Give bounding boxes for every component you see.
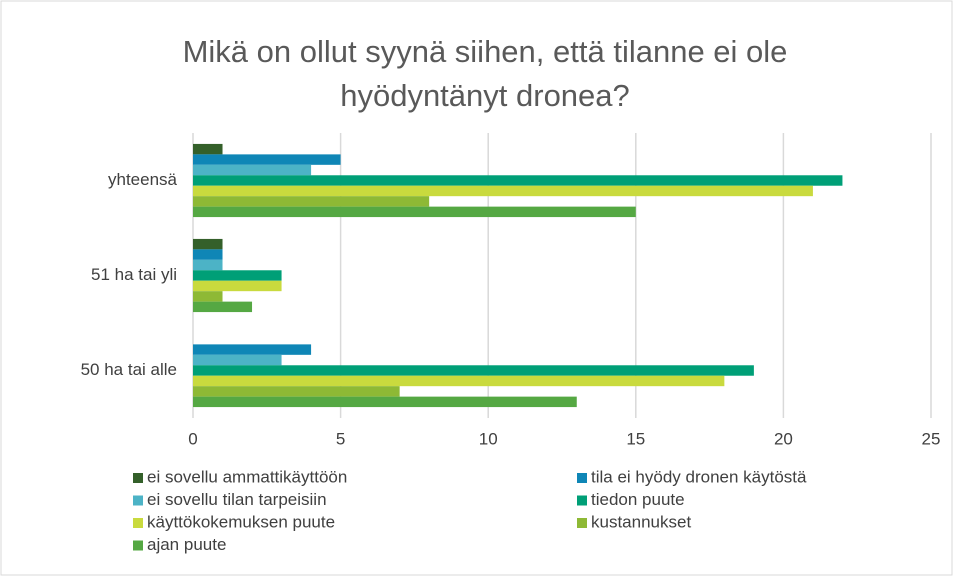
bar	[193, 196, 430, 207]
y-tick-label: yhteensä	[108, 170, 178, 189]
legend-swatch	[577, 495, 587, 506]
y-tick-label: 50 ha tai alle	[81, 360, 177, 379]
legend-label: ei sovellu tilan tarpeisiin	[147, 490, 327, 509]
bar	[193, 396, 577, 408]
bar	[193, 301, 253, 313]
bar	[193, 280, 282, 292]
legend-swatch	[133, 495, 143, 506]
legend-swatch	[133, 540, 143, 551]
bar	[193, 375, 725, 387]
bar	[193, 291, 223, 302]
bar	[193, 164, 312, 176]
x-tick-label: 15	[626, 429, 645, 448]
x-tick-label: 20	[774, 429, 793, 448]
bar	[193, 365, 754, 376]
x-tick-label: 0	[188, 429, 197, 448]
bar	[193, 154, 341, 165]
bar	[193, 238, 223, 250]
chart-title: Mikä on ollut syynä siihen, että tilanne…	[182, 34, 788, 113]
legend-swatch	[133, 518, 143, 528]
legend-swatch	[577, 518, 587, 528]
legend-label: tila ei hyödy dronen käytöstä	[591, 467, 807, 486]
legend-swatch	[133, 473, 143, 483]
legend-label: kustannukset	[591, 512, 691, 531]
x-tick-label: 10	[479, 429, 498, 448]
bar	[193, 185, 813, 197]
bar	[193, 354, 282, 366]
bar	[193, 206, 636, 218]
legend-label: ajan puute	[147, 535, 226, 554]
bar	[193, 270, 282, 281]
bar	[193, 249, 223, 260]
y-tick-label: 51 ha tai yli	[91, 265, 177, 284]
bar	[193, 143, 223, 155]
bar	[193, 344, 312, 355]
legend-label: käyttökokemuksen puute	[147, 512, 335, 531]
bar	[193, 386, 400, 397]
legend-label: ei sovellu ammattikäyttöön	[147, 467, 347, 486]
x-tick-label: 5	[336, 429, 345, 448]
bar	[193, 175, 843, 186]
x-tick-label: 25	[922, 429, 941, 448]
legend-swatch	[577, 473, 587, 483]
bar	[193, 259, 223, 271]
legend-label: tiedon puute	[591, 490, 685, 509]
